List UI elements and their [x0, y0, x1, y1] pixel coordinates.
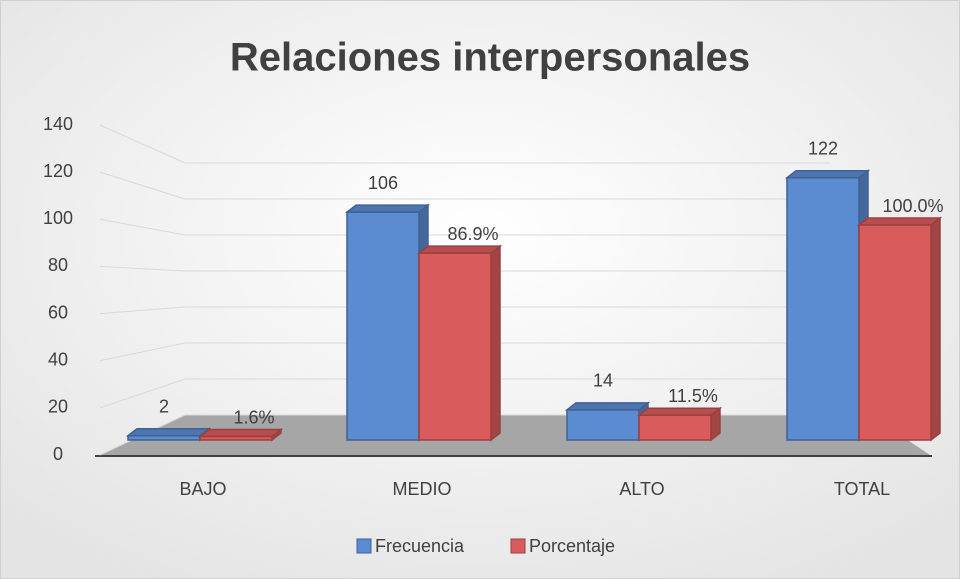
- bar-top: [564, 402, 651, 411]
- bar: [125, 427, 212, 442]
- bar-top: [197, 428, 284, 438]
- legend-swatch: [510, 538, 526, 554]
- legend-label: Porcentaje: [529, 536, 615, 556]
- x-tick-label: MEDIO: [392, 479, 451, 499]
- bar-front: [127, 434, 201, 441]
- data-label: 106: [368, 173, 398, 193]
- legend-swatch: [356, 538, 372, 554]
- legend-label: Frecuencia: [375, 536, 465, 556]
- grid-line: [99, 218, 186, 236]
- grid-line: [99, 124, 186, 164]
- y-tick-label: 140: [43, 114, 73, 134]
- data-label: 14: [593, 371, 613, 391]
- grid-line: [99, 378, 186, 409]
- bar: [856, 216, 943, 442]
- floor: [100, 415, 930, 455]
- bar-top: [416, 245, 503, 254]
- x-tick-label: ALTO: [619, 479, 664, 499]
- bar-side: [930, 216, 941, 442]
- data-label: 100.0%: [882, 196, 943, 216]
- bar-front: [786, 176, 860, 441]
- y-tick-label: 80: [48, 255, 68, 275]
- y-tick-label: 60: [48, 302, 68, 322]
- bar-front: [566, 409, 640, 441]
- grid-line: [99, 171, 186, 200]
- y-tick-label: 0: [53, 444, 63, 464]
- bar-front: [199, 435, 273, 441]
- bar-front: [418, 252, 492, 441]
- bar-top: [856, 217, 943, 226]
- data-label: 2: [159, 396, 169, 416]
- bar: [564, 401, 651, 442]
- x-tick-label: BAJO: [179, 479, 226, 499]
- bar-side: [490, 244, 501, 442]
- chart-title: Relaciones interpersonales: [230, 36, 750, 80]
- grid-line: [99, 265, 186, 272]
- y-tick-label: 100: [43, 208, 73, 228]
- grid-line: [99, 342, 186, 362]
- data-label: 1.6%: [233, 407, 274, 427]
- bar: [197, 428, 284, 442]
- bar-front: [638, 414, 712, 441]
- bar: [344, 203, 431, 442]
- bar-front: [858, 224, 932, 441]
- y-tick-label: 120: [43, 161, 73, 181]
- x-tick-label: TOTAL: [834, 479, 890, 499]
- bar-front: [346, 211, 420, 441]
- data-label: 86.9%: [447, 224, 498, 244]
- y-tick-label: 20: [48, 397, 68, 417]
- y-tick-label: 40: [48, 349, 68, 369]
- bar: [416, 244, 503, 442]
- bar-top: [636, 407, 723, 417]
- bar: [636, 406, 723, 442]
- bar-top: [784, 169, 871, 179]
- bar-top: [344, 204, 431, 213]
- bar-top: [125, 427, 212, 437]
- grid-line: [99, 306, 186, 315]
- data-label: 122: [808, 138, 838, 158]
- data-label: 11.5%: [668, 386, 718, 406]
- bar: [784, 169, 871, 442]
